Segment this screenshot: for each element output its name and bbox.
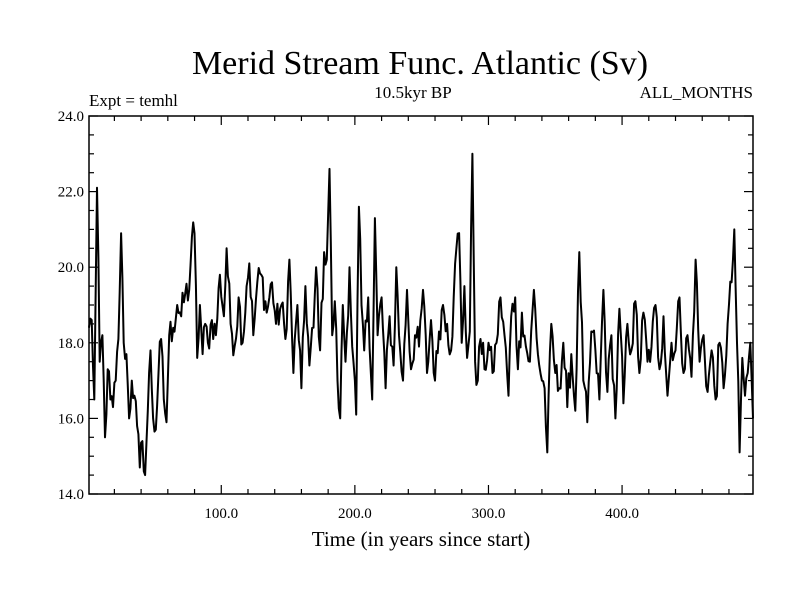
x-axis-label: Time (in years since start): [312, 527, 531, 551]
chart-title: Merid Stream Func. Atlantic (Sv): [192, 45, 648, 82]
y-tick-label: 24.0: [58, 109, 84, 125]
y-tick-label: 22.0: [58, 185, 84, 201]
y-tick-label: 20.0: [58, 260, 84, 276]
x-tick-label: 400.0: [605, 506, 639, 522]
x-tick-label: 300.0: [472, 506, 506, 522]
experiment-label: Expt = temhl: [89, 91, 178, 110]
months-label: ALL_MONTHS: [640, 83, 753, 102]
y-tick-label: 18.0: [58, 336, 84, 352]
axes: 14.0 16.0 18.0 20.0 22.0 24.0 100.0 200.0 300.0 4…: [58, 109, 753, 522]
y-tick-label: 16.0: [58, 411, 84, 427]
plot-frame: [88, 115, 754, 495]
x-tick-label: 200.0: [338, 506, 372, 522]
series-line: [88, 152, 754, 477]
y-tick-label: 14.0: [58, 487, 84, 503]
x-tick-label: 100.0: [204, 506, 238, 522]
chart-subtitle: 10.5kyr BP: [374, 83, 451, 102]
